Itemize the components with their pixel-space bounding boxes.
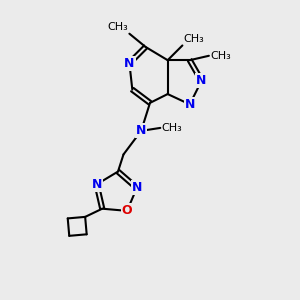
Text: N: N: [196, 74, 207, 87]
Text: N: N: [124, 57, 135, 70]
Text: O: O: [122, 204, 132, 218]
Text: N: N: [136, 124, 146, 137]
Text: N: N: [92, 178, 102, 191]
Text: CH₃: CH₃: [161, 123, 182, 133]
Text: CH₃: CH₃: [210, 51, 231, 61]
Text: N: N: [132, 182, 142, 194]
Text: CH₃: CH₃: [107, 22, 128, 32]
Text: CH₃: CH₃: [184, 34, 205, 44]
Text: N: N: [184, 98, 195, 111]
